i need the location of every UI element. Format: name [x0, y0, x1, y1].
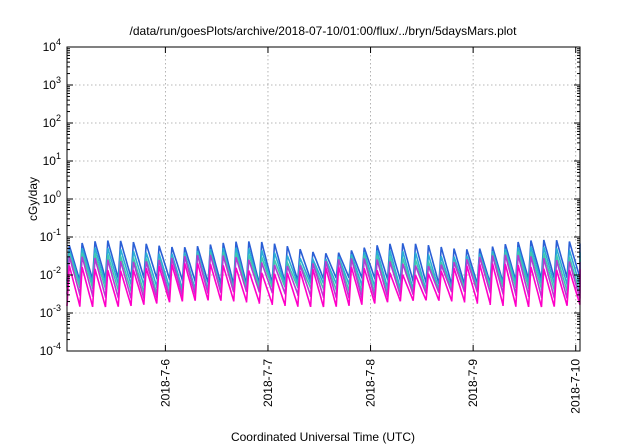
y-tick-exponent: -1 — [53, 227, 61, 237]
series-line-5 — [66, 262, 581, 308]
y-tick-label: 10-3 — [40, 303, 61, 320]
y-tick-exponent: 4 — [56, 37, 61, 47]
x-tick-label: 2018-7-10 — [569, 359, 583, 414]
series-line-2 — [66, 246, 581, 291]
y-tick-exponent: -3 — [53, 303, 61, 313]
series-lines — [66, 239, 581, 308]
x-axis-ticks: 2018-7-6 2018-7-7 2018-7-8 2018-7-9 2018-7-1… — [158, 47, 583, 414]
y-tick-label: 102 — [43, 113, 61, 130]
y-axis-label: cGy/day — [26, 177, 40, 221]
y-tick-exponent: 0 — [56, 189, 61, 199]
y-tick-exponent: 2 — [56, 113, 61, 123]
y-tick-label: 100 — [43, 189, 61, 206]
x-tick-label: 2018-7-6 — [158, 359, 172, 407]
y-tick-exponent: 1 — [56, 151, 61, 161]
x-axis-label: Coordinated Universal Time (UTC) — [231, 430, 415, 444]
x-tick-label: 2018-7-7 — [261, 359, 275, 407]
y-tick-label: 104 — [43, 37, 61, 54]
y-tick-label: 10-4 — [40, 341, 61, 358]
y-tick-label: 10-2 — [40, 265, 61, 282]
x-tick-label: 2018-7-8 — [364, 359, 378, 407]
y-tick-exponent: -2 — [53, 265, 61, 275]
y-tick-exponent: 3 — [56, 75, 61, 85]
y-tick-exponent: -4 — [53, 341, 61, 351]
y-tick-label: 103 — [43, 75, 61, 92]
chart-title: /data/run/goesPlots/archive/2018-07-10/0… — [130, 24, 518, 38]
y-tick-label: 10-1 — [40, 227, 61, 244]
y-tick-label: 101 — [43, 151, 61, 168]
x-tick-label: 2018-7-9 — [466, 359, 480, 407]
